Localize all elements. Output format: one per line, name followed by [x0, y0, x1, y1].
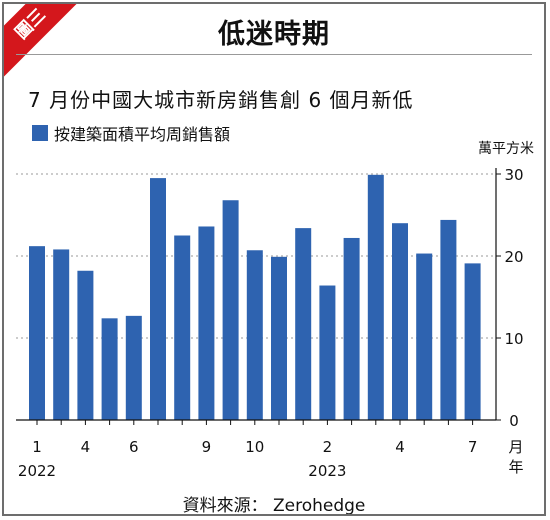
bar	[367, 174, 384, 420]
x-axis-label: 年	[508, 458, 523, 476]
bar	[271, 256, 287, 420]
bar	[392, 223, 408, 420]
year-label: 2023	[308, 462, 346, 480]
y-tick-label: 0	[509, 412, 519, 430]
bar	[222, 200, 239, 420]
y-tick-label: 20	[504, 248, 523, 266]
bar	[198, 226, 215, 420]
bar	[295, 228, 312, 420]
x-tick-label: 2	[323, 438, 333, 456]
bar	[125, 315, 142, 420]
bar	[246, 250, 263, 420]
bar	[440, 219, 457, 420]
x-tick-label: 4	[395, 438, 405, 456]
year-label: 2022	[18, 462, 56, 480]
x-tick-label: 4	[81, 438, 91, 456]
x-tick-label: 7	[468, 438, 478, 456]
bar	[174, 235, 191, 420]
chart-subtitle: 7 月份中國大城市新房銷售創 6 個月新低	[28, 88, 414, 112]
bar	[150, 178, 166, 420]
legend-label: 按建築面積平均周銷售額	[54, 125, 231, 144]
bar-chart: 0 10 20 30 1 4 6 9 10 2 4 7 2022 2023 月年	[16, 166, 524, 480]
legend: 按建築面積平均周銷售額	[32, 121, 230, 145]
legend-swatch	[32, 125, 48, 141]
bar	[343, 237, 360, 420]
y-tick-label: 30	[504, 166, 523, 184]
title-divider	[16, 54, 532, 55]
source-note: 資料來源： Zerohedge	[182, 496, 366, 516]
x-tick-label: 6	[129, 438, 139, 456]
page-title: 低迷時期	[218, 19, 330, 50]
bar	[319, 285, 336, 420]
chart-frame: 圖三 低迷時期 7 月份中國大城市新房銷售創 6 個月新低 按建築面積平均周銷售…	[2, 2, 546, 516]
x-tick-label: 10	[245, 438, 264, 456]
bar	[29, 246, 45, 420]
y-tick-label: 10	[504, 330, 523, 348]
x-tick-label: 1	[32, 438, 42, 456]
x-tick-label: 9	[202, 438, 212, 456]
bar	[101, 318, 118, 420]
bar	[416, 253, 433, 420]
y-axis-unit: 萬平方米	[478, 141, 534, 157]
bar	[77, 270, 94, 420]
bar	[53, 249, 70, 420]
x-axis-label: 月	[508, 438, 523, 456]
bar	[464, 263, 481, 420]
